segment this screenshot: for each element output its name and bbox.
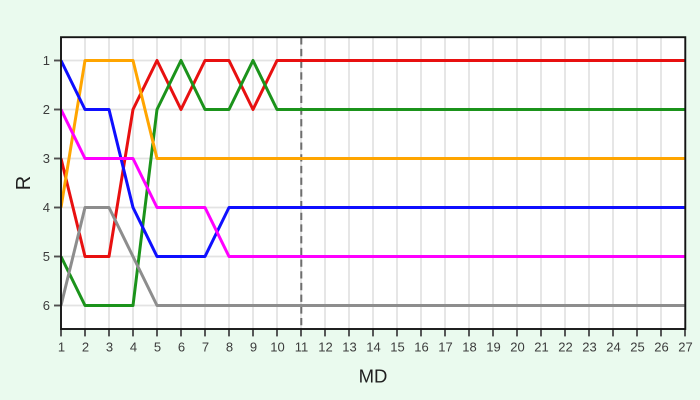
svg-text:20: 20 (510, 340, 524, 355)
svg-text:23: 23 (582, 340, 596, 355)
svg-text:11: 11 (295, 340, 309, 355)
svg-text:R: R (13, 176, 35, 190)
svg-text:21: 21 (534, 340, 548, 355)
svg-text:17: 17 (438, 340, 452, 355)
svg-text:4: 4 (43, 200, 50, 215)
svg-text:16: 16 (414, 340, 428, 355)
svg-text:22: 22 (558, 340, 572, 355)
svg-text:4: 4 (130, 340, 137, 355)
svg-text:24: 24 (606, 340, 620, 355)
svg-text:3: 3 (106, 340, 113, 355)
svg-text:1: 1 (43, 53, 50, 68)
svg-text:2: 2 (82, 340, 89, 355)
svg-text:2: 2 (43, 102, 50, 117)
svg-text:5: 5 (43, 249, 50, 264)
svg-text:18: 18 (462, 340, 476, 355)
svg-text:5: 5 (154, 340, 161, 355)
svg-text:26: 26 (654, 340, 668, 355)
svg-text:19: 19 (486, 340, 500, 355)
svg-text:7: 7 (202, 340, 209, 355)
svg-text:25: 25 (630, 340, 644, 355)
svg-text:10: 10 (270, 340, 284, 355)
svg-text:27: 27 (678, 340, 692, 355)
svg-text:12: 12 (318, 340, 332, 355)
svg-text:13: 13 (342, 340, 356, 355)
svg-text:6: 6 (178, 340, 185, 355)
svg-text:9: 9 (250, 340, 257, 355)
svg-text:14: 14 (366, 340, 380, 355)
svg-text:6: 6 (43, 298, 50, 313)
svg-text:MD: MD (359, 366, 388, 387)
svg-text:3: 3 (43, 151, 50, 166)
svg-text:8: 8 (226, 340, 233, 355)
svg-text:15: 15 (390, 340, 404, 355)
svg-text:1: 1 (58, 340, 65, 355)
